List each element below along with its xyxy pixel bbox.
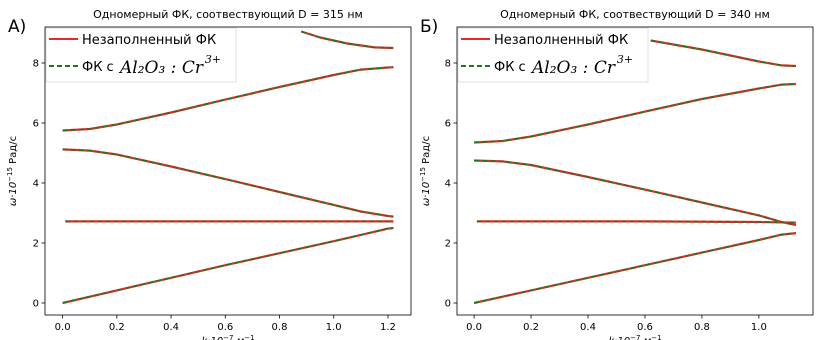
- x-axis-label-unit: м: [640, 336, 651, 340]
- series-line-dashed: [474, 159, 797, 226]
- panel-label: Б): [420, 17, 438, 37]
- x-tick-label: 1.0: [751, 322, 767, 333]
- y-axis-label: ω·10−15 Рад/с: [419, 136, 432, 206]
- y-tick-label: 4: [33, 179, 39, 190]
- legend-label-filled: ФК с: [494, 60, 526, 75]
- series-line-dashed: [62, 227, 394, 304]
- legend-label-filled: ФК с: [82, 60, 114, 75]
- panel-label: А): [8, 17, 26, 37]
- x-tick-label: 1.2: [380, 322, 396, 333]
- y-tick-label: 6: [445, 119, 451, 130]
- x-tick-label: 0.2: [523, 322, 539, 333]
- legend-math-superscript: 3+: [205, 53, 221, 66]
- x-axis-label-unit: м: [233, 336, 244, 340]
- x-tick-label: 0.4: [580, 322, 596, 333]
- legend-math-superscript: 3+: [617, 53, 633, 66]
- series-line-solid: [300, 30, 394, 50]
- y-tick-label: 8: [33, 59, 39, 70]
- y-axis-label-exp: −15: [6, 167, 14, 182]
- y-axis-label-base: ω·10: [8, 182, 19, 206]
- series-line-solid: [62, 148, 394, 218]
- y-tick-label: 4: [445, 179, 451, 190]
- x-tick-label: 1.0: [326, 322, 342, 333]
- y-axis-label-unit: Рад/с: [421, 136, 432, 167]
- legend: Незаполненный ФК ФК с Al₂O₃ : Cr 3+: [45, 27, 237, 83]
- x-tick-label: 0.2: [109, 322, 125, 333]
- x-tick-label: 0.8: [694, 322, 710, 333]
- y-axis-label-base: ω·10: [421, 182, 432, 206]
- x-tick-label: 0.4: [163, 322, 179, 333]
- x-axis-label-base: k·10: [608, 336, 630, 340]
- plot-frame: [44, 26, 412, 316]
- y-tick-label: 6: [33, 119, 39, 130]
- plot-frame: [456, 26, 814, 316]
- y-tick-label: 0: [33, 299, 39, 310]
- y-tick-label: 8: [445, 59, 451, 70]
- chart-title: Одномерный ФК, соотвествующий D = 315 нм: [93, 8, 363, 21]
- x-tick-label: 0.6: [217, 322, 233, 333]
- x-tick-label: 0.0: [55, 322, 71, 333]
- x-axis-label-unit-exp: −1: [651, 334, 661, 340]
- series-line-dashed: [650, 39, 796, 67]
- series-line-dashed: [473, 232, 796, 304]
- x-axis-label-exp: −7: [223, 334, 233, 340]
- chart-panel-b: Б) Одномерный ФК, соотвествующий D = 340 …: [419, 8, 814, 340]
- y-tick-label: 0: [445, 299, 451, 310]
- legend-math-formula: Al₂O₃ : Cr: [118, 58, 204, 78]
- chart-title: Одномерный ФК, соотвествующий D = 340 нм: [500, 8, 770, 21]
- y-tick-label: 2: [33, 239, 39, 250]
- x-axis-label: k·10−7 м−1: [201, 334, 254, 340]
- y-tick-label: 2: [445, 239, 451, 250]
- legend-box: [457, 27, 649, 83]
- x-axis-label-unit-exp: −1: [244, 334, 254, 340]
- series-line-dashed: [62, 66, 394, 132]
- x-axis-label-base: k·10: [201, 336, 223, 340]
- x-axis-label: k·10−7 м−1: [608, 334, 661, 340]
- series-line-solid: [474, 159, 797, 227]
- legend-box: [45, 27, 237, 83]
- y-axis-label-exp: −15: [419, 167, 427, 182]
- legend-label-unfilled: Незаполненный ФК: [82, 33, 216, 48]
- y-axis-label-unit: Рад/с: [8, 136, 19, 167]
- legend-math-formula: Al₂O₃ : Cr: [530, 58, 616, 78]
- x-axis-label-exp: −7: [630, 334, 640, 340]
- legend-label-unfilled: Незаполненный ФК: [494, 33, 628, 48]
- series-line-solid: [476, 220, 796, 224]
- series-line-dashed: [300, 30, 394, 49]
- y-axis-label: ω·10−15 Рад/с: [6, 136, 19, 206]
- series-line-dashed: [474, 83, 796, 144]
- x-tick-label: 0.8: [272, 322, 288, 333]
- legend: Незаполненный ФК ФК с Al₂O₃ : Cr 3+: [457, 27, 649, 83]
- series-line-dashed: [62, 148, 394, 218]
- chart-panel-a: А) Одномерный ФК, соотвествующий D = 315 …: [6, 8, 412, 340]
- x-tick-label: 0.0: [466, 322, 482, 333]
- x-tick-label: 0.6: [637, 322, 653, 333]
- series-line-dashed: [476, 220, 796, 224]
